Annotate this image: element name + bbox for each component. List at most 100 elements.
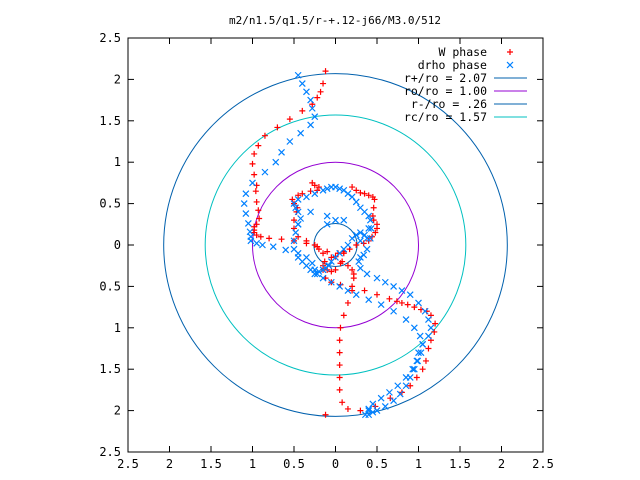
- data-point: [361, 231, 368, 239]
- data-point: [292, 229, 300, 237]
- data-point: [427, 324, 435, 332]
- x-tick-label: 1: [249, 457, 256, 471]
- data-point: [336, 349, 343, 356]
- data-point: [366, 216, 374, 224]
- data-point: [307, 208, 315, 216]
- legend-label: rc/ro = 1.57: [404, 110, 487, 124]
- data-point: [367, 225, 375, 232]
- y-tick-label: 0.5: [99, 197, 121, 211]
- data-point: [337, 324, 344, 331]
- series-drho-phase: [240, 71, 435, 419]
- data-point: [308, 259, 316, 267]
- data-point: [357, 407, 364, 414]
- data-point: [398, 287, 406, 294]
- data-point: [242, 190, 250, 198]
- data-point: [317, 88, 324, 95]
- data-point: [340, 216, 348, 224]
- data-point: [322, 411, 329, 418]
- data-point: [344, 287, 352, 294]
- data-point: [381, 278, 389, 286]
- data-point: [322, 68, 329, 75]
- data-point: [319, 186, 327, 194]
- data-point: [261, 132, 268, 139]
- data-point: [319, 274, 327, 282]
- data-point: [406, 374, 414, 381]
- data-point: [352, 198, 360, 206]
- data-point: [278, 148, 285, 156]
- data-point: [327, 258, 335, 265]
- legend-marker: [506, 61, 514, 69]
- data-point: [332, 183, 339, 191]
- data-point: [355, 258, 363, 265]
- data-point: [299, 107, 306, 114]
- data-point: [269, 243, 277, 251]
- y-tick-label: 1: [114, 155, 121, 169]
- points-layer: [240, 68, 439, 419]
- data-point: [365, 225, 373, 232]
- data-point: [253, 232, 260, 239]
- axes: 2.5 2 1.5 1 0.5 0 0.5 1 1.5 2 2.52.521.510.500.511…: [99, 31, 554, 471]
- data-point: [370, 204, 377, 211]
- data-point: [278, 236, 285, 243]
- legend-label: W phase: [439, 45, 488, 59]
- data-point: [377, 394, 385, 402]
- data-point: [320, 250, 327, 257]
- data-point: [377, 301, 385, 309]
- x-tick-label: 0.5: [366, 457, 388, 471]
- data-point: [291, 217, 297, 224]
- circle-3: [313, 222, 358, 268]
- x-tick-label: 2.5: [117, 457, 139, 471]
- data-point: [404, 301, 411, 308]
- y-tick-label: 0: [114, 238, 121, 252]
- y-tick-label: 2.5: [99, 445, 121, 459]
- data-point: [413, 374, 420, 381]
- data-point: [251, 171, 258, 178]
- data-point: [321, 258, 328, 265]
- data-point: [386, 295, 393, 302]
- data-point: [319, 266, 327, 274]
- x-tick-label: 0: [332, 457, 339, 471]
- data-point: [242, 210, 250, 217]
- x-tick-label: 2: [166, 457, 173, 471]
- data-point: [282, 246, 290, 254]
- data-point: [356, 253, 364, 261]
- data-point: [307, 121, 315, 129]
- data-point: [356, 264, 364, 272]
- data-point: [348, 234, 356, 242]
- data-point: [323, 220, 331, 228]
- data-point: [311, 242, 318, 248]
- data-point: [419, 340, 427, 348]
- data-point: [294, 220, 302, 228]
- y-tick-label: 2: [114, 404, 121, 418]
- data-point: [297, 129, 305, 137]
- data-point: [286, 138, 294, 145]
- data-point: [249, 179, 256, 187]
- x-tick-label: 1.5: [449, 457, 471, 471]
- data-point: [361, 190, 368, 197]
- data-point: [303, 193, 310, 201]
- data-point: [393, 298, 400, 305]
- data-point: [373, 274, 381, 282]
- data-point: [252, 188, 259, 195]
- data-point: [274, 124, 281, 131]
- legend-label: r+/ro = 2.07: [404, 71, 487, 85]
- data-point: [421, 307, 429, 315]
- circles-layer: [163, 73, 508, 417]
- data-point: [390, 282, 398, 290]
- data-point: [294, 253, 302, 261]
- data-point: [328, 254, 335, 261]
- data-point: [349, 184, 356, 191]
- data-point: [386, 388, 393, 396]
- data-point: [336, 337, 343, 344]
- data-point: [336, 386, 343, 393]
- data-point: [366, 234, 374, 242]
- data-point: [363, 270, 371, 278]
- legend-label: drho phase: [418, 58, 487, 72]
- data-point: [259, 241, 266, 249]
- data-point: [307, 96, 315, 104]
- data-point: [374, 291, 380, 298]
- data-point: [352, 291, 360, 299]
- data-point: [357, 189, 364, 196]
- data-point: [410, 324, 418, 332]
- data-point: [340, 312, 347, 319]
